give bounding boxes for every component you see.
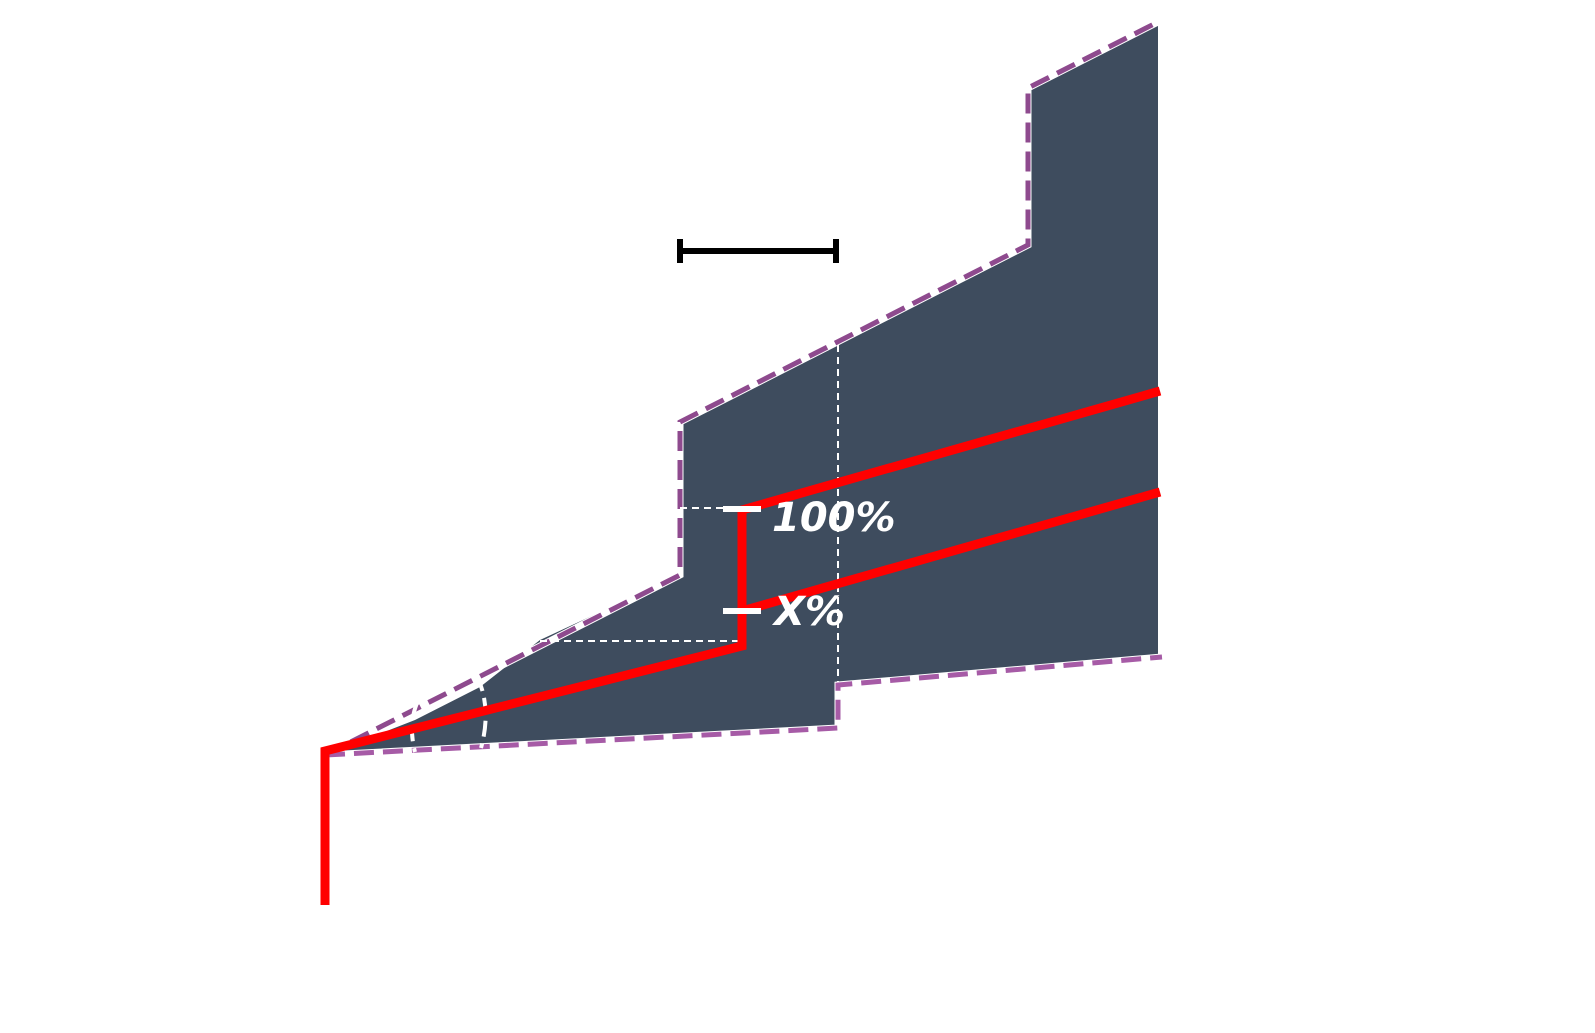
red-path-lower-branch (740, 487, 1162, 616)
upper-boundary-dashed (323, 19, 1160, 758)
dark-region (325, 22, 1158, 755)
label-x-percent: X% (771, 589, 845, 635)
lower-boundary-dashed (324, 654, 1163, 758)
scale-bar (677, 239, 839, 263)
label-100-percent: 100% (772, 495, 896, 541)
red-path-main (320, 386, 1162, 905)
